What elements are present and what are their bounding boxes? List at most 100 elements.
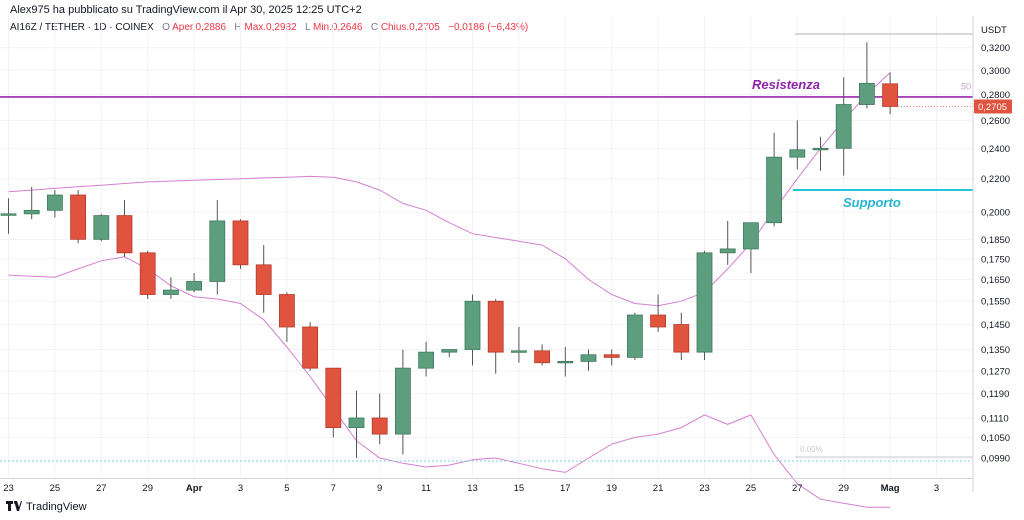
x-tick-label: 19	[606, 483, 617, 494]
candle-body	[510, 350, 527, 353]
candle-body	[464, 300, 481, 350]
candle-body	[47, 194, 63, 211]
candle-body	[23, 209, 40, 215]
y-tick-label: 0,2800	[981, 90, 1010, 101]
x-tick-label: 25	[50, 483, 61, 494]
y-tick-label: 0,1650	[981, 275, 1010, 286]
candle-body	[812, 147, 829, 151]
high-label: H	[234, 22, 242, 33]
x-tick-label: 13	[467, 483, 478, 494]
candle-body	[232, 220, 249, 266]
y-tick-label: 0,1270	[981, 366, 1010, 377]
y-axis-unit: USDT	[981, 25, 1007, 36]
open-label: O	[162, 22, 170, 33]
x-tick-label: 15	[514, 483, 525, 494]
x-tick-label: 21	[653, 483, 664, 494]
candle-body	[789, 149, 806, 158]
candle-body	[139, 252, 156, 295]
candle-body	[394, 367, 411, 435]
time-axis[interactable]: 23 25 27 29 Apr 3 5 7 9 11 13 15 17 19 21 23 25 27 29 Mag 3	[0, 478, 973, 495]
brand-name: TradingView	[26, 501, 87, 513]
candles	[0, 42, 973, 459]
publisher-credit: Alex975 ha pubblicato su TradingView.com…	[10, 4, 362, 16]
y-tick-label: 0,1190	[981, 389, 1009, 400]
x-tick-label: 23	[699, 483, 710, 494]
y-tick-label: 0,1850	[981, 235, 1010, 246]
candle-body	[859, 82, 875, 105]
symbol-label[interactable]: AI16Z / TETHER · 1D · COINEX	[10, 22, 154, 33]
price-levels: 0.00% 50 Resistenza Supporto	[0, 33, 973, 462]
candle-body	[371, 417, 388, 435]
low-value: Min.0,2646	[312, 22, 363, 33]
x-tick-label: Apr	[186, 483, 203, 494]
candle-body	[209, 220, 226, 282]
y-tick-label: 0,0990	[981, 454, 1010, 465]
candle-body	[441, 349, 458, 353]
candle-body	[557, 360, 574, 364]
candle-body	[348, 417, 365, 428]
x-tick-label: 3	[934, 483, 939, 494]
x-tick-label: 17	[560, 483, 571, 494]
ohlc-legend: AI16Z / TETHER · 1D · COINEX O Aper.0,28…	[10, 22, 528, 33]
candle-body	[650, 314, 666, 328]
candle-body	[766, 156, 782, 224]
y-tick-label: 0,1550	[981, 297, 1010, 308]
candle-body	[835, 104, 852, 149]
x-tick-label: 5	[284, 483, 289, 494]
x-tick-label: Mag	[881, 483, 900, 494]
candle-body	[627, 314, 643, 358]
candle-body	[696, 252, 713, 353]
price-axis[interactable]: 0,3200 0,3000 0,2800 0,2600 0,2400 0,2200 0,20…	[972, 16, 1012, 492]
candle-body	[487, 300, 504, 353]
y-tick-label: 0,2200	[981, 174, 1010, 185]
candle-body	[882, 83, 898, 107]
resistance-label: Resistenza	[752, 77, 820, 92]
candle-body	[70, 194, 86, 240]
y-tick-label: 0,2600	[981, 116, 1010, 127]
candle-body	[603, 354, 620, 358]
x-tick-label: 25	[746, 483, 757, 494]
y-tick-label: 0,1350	[981, 345, 1010, 356]
y-tick-label: 0,1050	[981, 433, 1010, 444]
y-tick-label: 0,3200	[981, 43, 1010, 54]
y-tick-label: 0,1750	[981, 254, 1010, 265]
x-tick-label: 7	[331, 483, 336, 494]
last-price-tag	[974, 99, 1012, 114]
low-label: L	[305, 22, 311, 33]
candle-body	[743, 222, 759, 250]
last-price-label: 0,2705	[978, 102, 1007, 113]
x-tick-label: 27	[96, 483, 107, 494]
x-tick-label: 29	[838, 483, 849, 494]
bollinger-upper-line	[8, 72, 891, 307]
fib-zero-label: 0.00%	[800, 445, 823, 454]
support-label: Supporto	[843, 195, 901, 210]
candle-body	[302, 326, 319, 369]
candle-body	[93, 215, 110, 240]
candle-body	[580, 354, 597, 362]
x-tick-label: 29	[142, 483, 153, 494]
candle-body	[418, 351, 435, 369]
candle-body	[255, 264, 272, 295]
tradingview-logo-icon	[6, 500, 22, 514]
y-tick-label: 0,1450	[981, 320, 1010, 331]
high-value: Max.0,2982	[244, 22, 297, 33]
y-tick-label: 0,2000	[981, 208, 1010, 219]
grid	[0, 16, 973, 478]
y-tick-label: 0,3000	[981, 66, 1010, 77]
close-label: C	[370, 22, 379, 33]
fib-50-label: 50	[961, 81, 971, 91]
y-tick-label: 0,1110	[981, 413, 1009, 424]
x-tick-label: 11	[421, 483, 431, 494]
x-tick-label: 27	[792, 483, 803, 494]
candle-body	[162, 289, 179, 295]
x-tick-label: 9	[377, 483, 382, 494]
change-value: −0,0186 (−6,43%)	[448, 22, 529, 33]
candle-body	[278, 294, 295, 328]
candle-body	[325, 367, 342, 428]
brand-footer: TradingView	[6, 500, 87, 514]
candle-body	[116, 215, 133, 254]
close-value: Chius.0,2705	[380, 22, 440, 33]
x-tick-label: 23	[3, 483, 14, 494]
open-value: Aper.0,2886	[172, 22, 227, 33]
